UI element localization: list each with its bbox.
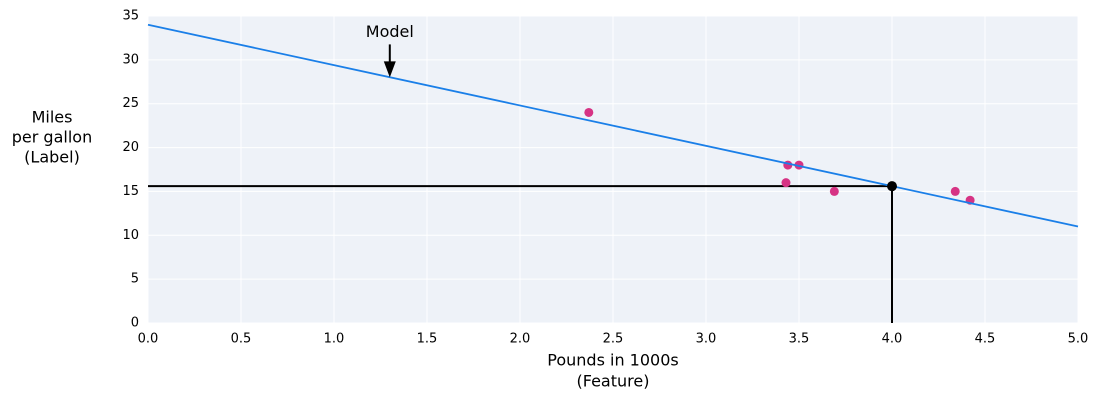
data-point	[584, 107, 594, 117]
y-tick-label: 15	[122, 184, 139, 199]
x-tick-label: 1.0	[324, 332, 345, 347]
x-tick-label: 1.5	[417, 332, 438, 347]
data-point	[950, 186, 960, 196]
x-tick-label: 3.5	[789, 332, 810, 347]
x-tick-label: 2.0	[510, 332, 531, 347]
annotation-text: Model	[366, 22, 414, 41]
x-tick-label: 5.0	[1068, 332, 1089, 347]
prediction-point	[887, 181, 897, 192]
data-point	[781, 178, 791, 188]
y-tick-label: 30	[122, 52, 139, 67]
x-tick-label: 4.0	[882, 332, 903, 347]
x-tick-label: 0.0	[138, 332, 159, 347]
x-tick-label: 2.5	[603, 332, 624, 347]
y-tick-label: 25	[122, 96, 139, 111]
y-tick-label: 5	[131, 272, 139, 287]
x-tick-label: 0.5	[231, 332, 252, 347]
y-axis-label: Miles	[32, 108, 73, 127]
y-axis-label: per gallon	[12, 128, 92, 147]
x-tick-label: 3.0	[696, 332, 717, 347]
annotation-arrowhead	[383, 61, 396, 78]
data-point	[829, 186, 839, 196]
y-tick-label: 20	[122, 140, 139, 155]
y-tick-label: 0	[131, 316, 139, 331]
y-axis-label: (Label)	[24, 148, 80, 167]
x-axis-label: Pounds in 1000s	[547, 351, 678, 370]
x-tick-label: 4.5	[975, 332, 996, 347]
y-tick-label: 10	[122, 228, 139, 243]
y-tick-label: 35	[122, 9, 139, 24]
x-axis-label: (Feature)	[577, 372, 650, 391]
model-line	[147, 23, 1079, 228]
